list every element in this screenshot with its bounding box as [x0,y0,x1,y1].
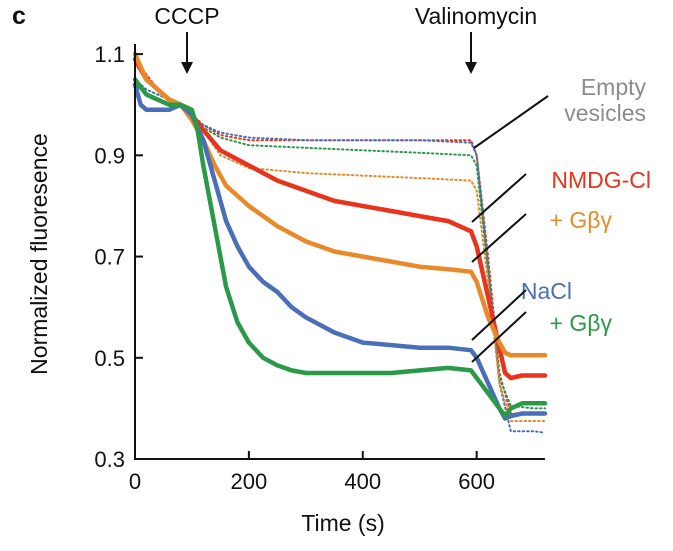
series-line-nacl [132,77,548,419]
x-tick-label: 400 [344,469,381,494]
series-label: + Gβγ [550,207,613,233]
x-ticks: 0 200 400 600 [129,451,495,494]
y-ticks: 0.3 0.5 0.7 0.9 1.1 [94,42,143,472]
series-label: + Gβγ [550,310,613,336]
series-label: Empty [581,74,647,100]
label-leader-line [471,311,527,363]
series-labels: Empty vesicles NMDG-Cl + Gβγ NaCl + Gβγ [471,74,651,363]
x-tick-label: 0 [129,469,141,494]
label-leader-line [471,213,527,263]
cccp-label: CCCP [154,3,219,29]
cccp-arrowhead [181,62,193,74]
series-label: NaCl [521,278,572,304]
x-tick-label: 600 [458,469,495,494]
series-layer [132,51,548,434]
label-leader-line [471,173,527,223]
series-label: vesicles [564,100,646,126]
valinomycin-arrowhead [465,62,477,74]
series-line-nmdg [132,51,548,358]
y-tick-label: 0.5 [94,346,125,371]
y-tick-label: 0.3 [94,447,125,472]
y-tick-label: 1.1 [94,42,125,67]
axes: 0 200 400 600 0.3 0.5 0.7 0.9 1.1 Time (s) Norm… [26,42,545,536]
label-leader-line [473,95,549,149]
x-tick-label: 200 [231,469,268,494]
y-tick-label: 0.7 [94,245,125,270]
x-axis-title: Time (s) [301,510,384,536]
series-label: NMDG-Cl [551,167,651,193]
valinomycin-label: Valinomycin [415,3,537,29]
panel-letter: c [12,2,26,30]
label-leader-line [471,289,527,341]
y-tick-label: 0.9 [94,143,125,168]
y-axis-title: Normalized fluoresence [26,133,52,375]
annotations: CCCP Valinomycin [154,3,537,74]
